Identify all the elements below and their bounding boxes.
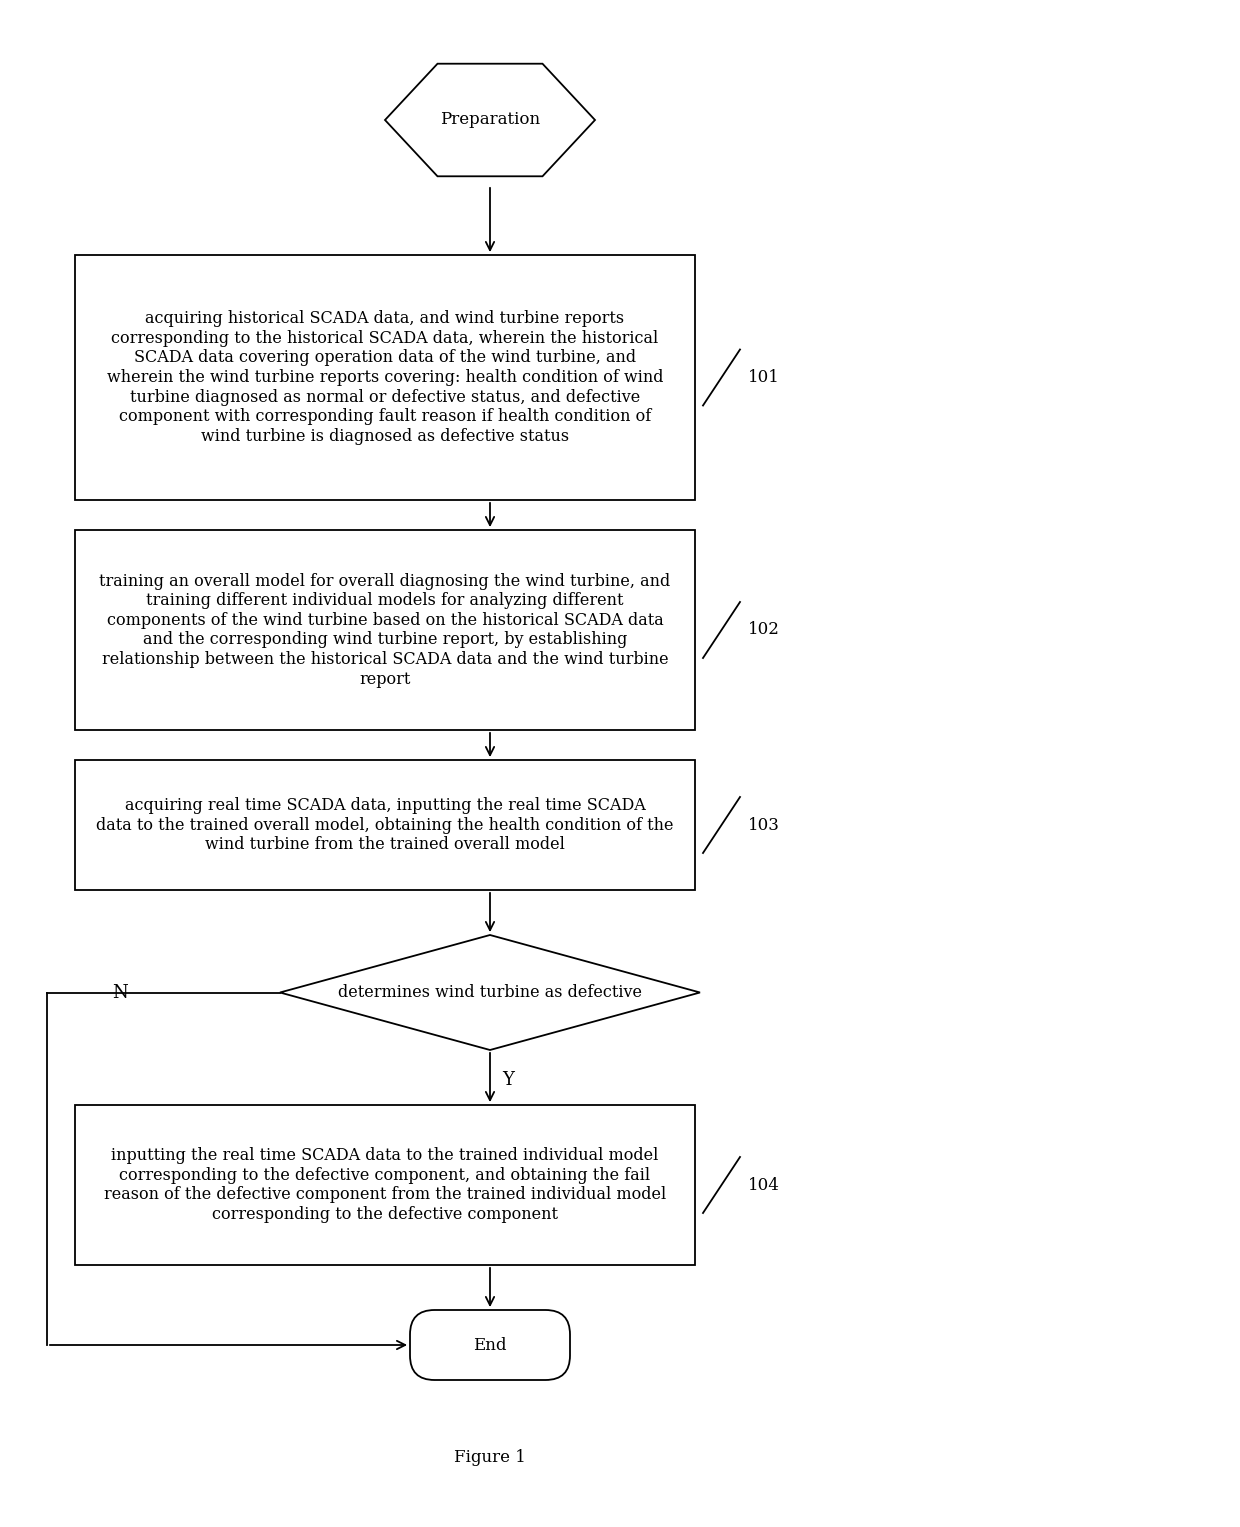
Text: Y: Y xyxy=(502,1070,513,1089)
Text: 101: 101 xyxy=(748,370,780,386)
Text: training an overall model for overall diagnosing the wind turbine, and
training : training an overall model for overall di… xyxy=(99,573,671,687)
Text: Preparation: Preparation xyxy=(440,111,541,128)
Bar xyxy=(74,1106,694,1264)
FancyBboxPatch shape xyxy=(410,1310,570,1380)
Bar xyxy=(74,530,694,730)
Text: determines wind turbine as defective: determines wind turbine as defective xyxy=(339,983,642,1002)
Text: Figure 1: Figure 1 xyxy=(454,1449,526,1466)
Text: End: End xyxy=(474,1336,507,1353)
Polygon shape xyxy=(384,64,595,176)
Text: 102: 102 xyxy=(748,621,780,638)
Polygon shape xyxy=(280,935,701,1051)
Bar xyxy=(74,255,694,499)
Text: inputting the real time SCADA data to the trained individual model
corresponding: inputting the real time SCADA data to th… xyxy=(104,1147,666,1223)
Text: acquiring real time SCADA data, inputting the real time SCADA
data to the traine: acquiring real time SCADA data, inputtin… xyxy=(97,797,673,854)
Text: N: N xyxy=(112,983,128,1002)
Bar xyxy=(74,760,694,890)
Text: acquiring historical SCADA data, and wind turbine reports
corresponding to the h: acquiring historical SCADA data, and win… xyxy=(107,310,663,444)
Text: 103: 103 xyxy=(748,817,780,834)
Text: 104: 104 xyxy=(748,1176,780,1194)
